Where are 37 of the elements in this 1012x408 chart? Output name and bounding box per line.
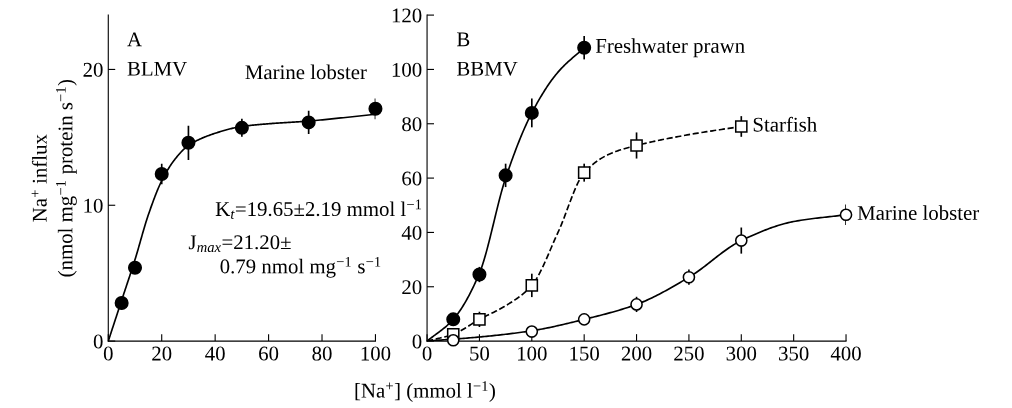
annotation: K$_{t}$=19.65±2.19 mmol l$^{−1}$ <box>215 199 422 219</box>
x-tick-label: 50 <box>470 346 490 361</box>
x-tick-label: 40 <box>205 346 225 361</box>
annotation: J$_{max}$=21.20± 0.79 nmol mg$^{−1}$ s$^{−1}$ <box>188 235 381 278</box>
series-label: Marine lobster <box>245 64 367 80</box>
y-tick-label: 40 <box>401 225 422 240</box>
text: B <box>456 32 470 47</box>
x-tick-label: 150 <box>570 346 600 361</box>
x-tick-label: 300 <box>726 346 757 361</box>
text: BBMV <box>456 61 518 76</box>
x-tick-label: 250 <box>674 346 704 361</box>
y-tick-label: 20 <box>402 280 422 295</box>
y-tick-label: 0 <box>93 334 103 349</box>
x-tick-label: 350 <box>779 346 809 361</box>
y-tick-label: 100 <box>392 62 422 77</box>
y-tick-label: 80 <box>402 117 422 132</box>
x-tick-label: 60 <box>259 346 279 361</box>
x-tick-label: 100 <box>361 346 391 361</box>
series-label: Freshwater prawn <box>595 38 745 58</box>
x-tick-label: 0 <box>422 346 432 361</box>
x-tick-label: 20 <box>152 346 172 361</box>
y-tick-label: 60 <box>402 171 422 186</box>
x-tick-label: 100 <box>518 346 547 361</box>
x-tick-label: 400 <box>830 346 861 361</box>
x-axis-title: [Na$^{+}$] (mmol l$^{−1}$) <box>355 381 495 402</box>
x-tick-label: 80 <box>312 346 332 361</box>
y-tick-label: 0 <box>412 334 422 349</box>
series-label: Marine lobster <box>857 205 980 220</box>
x-tick-label: 0 <box>103 346 113 361</box>
text: A <box>127 32 142 47</box>
series-label: Starfish <box>753 116 817 132</box>
text: BLMV <box>127 61 187 76</box>
y-tick-label: 120 <box>392 8 422 23</box>
y-tick-label: 20 <box>83 62 103 77</box>
x-tick-label: 200 <box>621 346 652 361</box>
y-axis-title: Na$^{+}$ influx (nmol mg$^{−1}$ protein s$^{−1}$) <box>31 79 77 277</box>
y-tick-label: 10 <box>84 198 103 213</box>
